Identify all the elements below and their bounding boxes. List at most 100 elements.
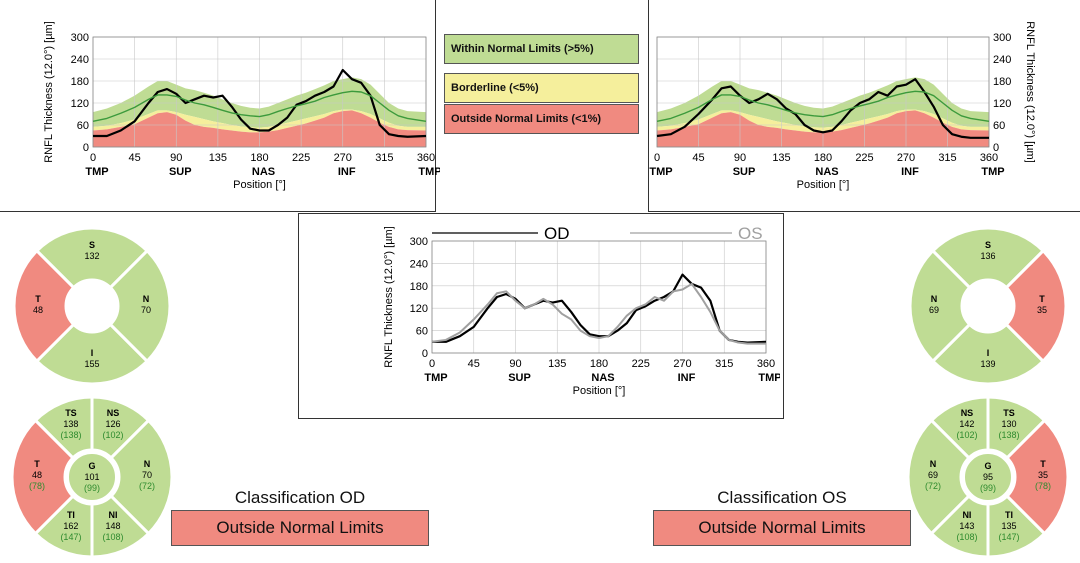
plot-frame xyxy=(92,36,427,148)
sector-ns-label: NS xyxy=(107,408,120,418)
sector-label-tmp: TMP xyxy=(649,166,672,178)
sector-ni-normal: (108) xyxy=(103,532,124,542)
sector-t-normal: (78) xyxy=(1035,481,1051,491)
sector-label-tmp: TMP xyxy=(418,166,440,178)
sector-label-tmp: TMP xyxy=(424,372,447,384)
x-tick-label: 270 xyxy=(334,152,352,164)
x-tick-label: 270 xyxy=(897,152,915,164)
y-tick-label: 0 xyxy=(993,142,999,154)
sector-ns-value: 126 xyxy=(106,419,121,429)
y-tick-label: 120 xyxy=(71,98,89,110)
y-tick-label: 120 xyxy=(993,98,1011,110)
sector-n-value: 69 xyxy=(928,470,938,480)
x-tick-label: 0 xyxy=(429,358,435,370)
series-line-os xyxy=(431,282,766,345)
x-tick-label: 180 xyxy=(590,358,608,370)
y-tick-label: 300 xyxy=(993,32,1011,44)
legend-os-label: OS xyxy=(738,224,763,243)
sector-label-nas: NAS xyxy=(815,166,838,178)
sector-n-value: 70 xyxy=(142,470,152,480)
sector-ni-value: 143 xyxy=(959,521,974,531)
x-tick-label: 315 xyxy=(715,358,733,370)
sector-ns xyxy=(90,395,151,461)
series-line-measured xyxy=(656,78,989,139)
y-tick-label: 180 xyxy=(993,76,1011,88)
x-tick-label: 180 xyxy=(814,152,832,164)
sector-ns-normal: (102) xyxy=(103,430,124,440)
sector-n xyxy=(906,418,972,536)
os-panel-border xyxy=(648,0,1080,212)
sector-ni xyxy=(90,493,151,559)
legend-borderline: Borderline (<5%) xyxy=(444,73,639,103)
os-thickness-chart: 0 60 120 180 240 300 0 45 90 135 180 225 270 315 360 TM… xyxy=(649,21,1036,191)
sector-s xyxy=(34,226,150,290)
x-tick-label: 360 xyxy=(757,358,775,370)
sector-ts-value: 138 xyxy=(63,419,78,429)
sector-t-label: T xyxy=(35,294,41,304)
sector-s-label: S xyxy=(89,240,95,250)
sector-label-nas: NAS xyxy=(591,372,614,384)
sector-g-normal: (99) xyxy=(980,483,996,493)
sector-t-label: T xyxy=(1040,459,1046,469)
sector-ns-value: 142 xyxy=(959,419,974,429)
sector-label-inf: INF xyxy=(338,166,356,178)
sector-n-label: N xyxy=(931,294,938,304)
sector-ts-normal: (138) xyxy=(999,430,1020,440)
combined-panel-border xyxy=(298,213,784,419)
y-tick-label: 240 xyxy=(410,258,428,270)
x-tick-label: 315 xyxy=(375,152,393,164)
sector-ns-label: NS xyxy=(961,408,974,418)
sector-ts-normal: (138) xyxy=(60,430,81,440)
y-tick-label: 240 xyxy=(993,54,1011,66)
sector-t xyxy=(1004,248,1068,364)
sector-t-normal: (78) xyxy=(29,481,45,491)
y-tick-label: 300 xyxy=(71,32,89,44)
sector-n-label: N xyxy=(930,459,937,469)
sector-ni-label: NI xyxy=(962,510,971,520)
y-tick-label: 120 xyxy=(410,303,428,315)
sector-label-tmp: TMP xyxy=(85,166,108,178)
sector-g xyxy=(67,452,117,502)
x-tick-label: 45 xyxy=(468,358,480,370)
y-tick-label: 60 xyxy=(416,326,428,338)
sector-label-inf: INF xyxy=(901,166,919,178)
legend-borderline-label: Borderline (<5%) xyxy=(451,82,539,94)
sector-s xyxy=(930,226,1046,290)
sector-t xyxy=(12,248,76,364)
classification-od-title: Classification OD xyxy=(234,488,366,507)
x-tick-label: 180 xyxy=(250,152,268,164)
sector-ti-normal: (147) xyxy=(60,532,81,542)
sector-s-label: S xyxy=(985,240,991,250)
y-tick-label: 240 xyxy=(71,54,89,66)
series-line-normal-mean xyxy=(656,90,990,123)
x-axis-label: Position [°] xyxy=(233,179,286,191)
x-tick-label: 225 xyxy=(292,152,310,164)
sector-t-label: T xyxy=(1039,294,1045,304)
classification-od-badge: Outside Normal Limits xyxy=(171,510,429,546)
od-six-sector-diagram: TS138(138)NS126(102)N70(72)NI148(108)TI1… xyxy=(10,395,174,559)
y-axis-label: RNFL Thickness (12.0°) [µm] xyxy=(1024,21,1036,163)
sector-i-value: 139 xyxy=(980,359,995,369)
sector-ti xyxy=(33,493,94,559)
sector-ni-normal: (108) xyxy=(956,532,977,542)
y-tick-label: 180 xyxy=(410,281,428,293)
x-tick-label: 135 xyxy=(209,152,227,164)
sector-ti-value: 135 xyxy=(1002,521,1017,531)
sector-n-value: 69 xyxy=(929,305,939,315)
legend-outside-label: Outside Normal Limits (<1%) xyxy=(451,113,602,125)
legend-od-label: OD xyxy=(544,224,570,243)
y-tick-label: 0 xyxy=(83,142,89,154)
x-tick-label: 135 xyxy=(772,152,790,164)
combined-thickness-chart: 0 60 120 180 240 300 0 45 90 135 180 225 270 315 360 TM… xyxy=(383,224,780,397)
x-tick-label: 0 xyxy=(654,152,660,164)
x-axis-label: Position [°] xyxy=(573,385,626,397)
classification-od-value: Outside Normal Limits xyxy=(216,518,384,537)
sector-t-value: 48 xyxy=(32,470,42,480)
sector-ns-normal: (102) xyxy=(956,430,977,440)
x-tick-label: 315 xyxy=(938,152,956,164)
sector-g-value: 101 xyxy=(84,472,99,482)
od-thickness-chart: 0 60 120 180 240 300 0 45 90 135 180 225 270 315 360 TM… xyxy=(43,21,440,191)
sector-n xyxy=(108,418,174,536)
